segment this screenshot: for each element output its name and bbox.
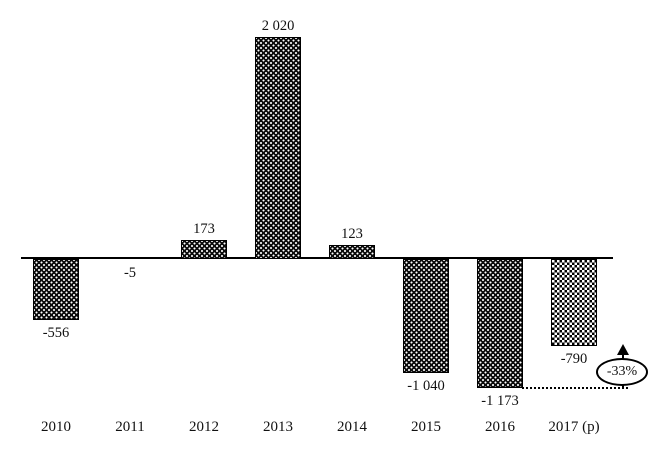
bar-2013 [255,37,301,259]
value-label-2014: 123 [341,226,363,242]
value-label-2013: 2 020 [261,18,295,34]
x-axis-line [21,257,613,259]
bar-2014 [329,245,375,259]
x-tick-label-2014: 2014 [337,419,367,435]
x-tick-label-2011: 2011 [115,419,145,435]
x-tick-label-2017-p-: 2017 (p) [548,419,600,435]
bar-2016 [477,259,523,388]
x-tick-label-2016: 2016 [485,419,515,435]
bar-2017-p- [551,259,597,346]
dotted-reference-line [522,387,628,389]
x-tick-label-2012: 2012 [189,419,219,435]
x-tick-label-2015: 2015 [411,419,441,435]
value-label-2015: -1 040 [407,378,445,394]
value-label-2017-p-: -790 [560,351,588,367]
bar-2012 [181,240,227,259]
value-label-2011: -5 [123,265,137,281]
bar-2015 [403,259,449,373]
x-tick-label-2010: 2010 [41,419,71,435]
value-label-2012: 173 [193,221,215,237]
x-tick-label-2013: 2013 [263,419,293,435]
arrow-up-head-icon [617,344,629,355]
bar-2010 [33,259,79,320]
value-label-2016: -1 173 [481,393,519,409]
change-annotation-text: -33% [606,364,638,379]
change-annotation-ellipse: -33% [596,358,648,386]
value-label-2010: -556 [42,325,70,341]
